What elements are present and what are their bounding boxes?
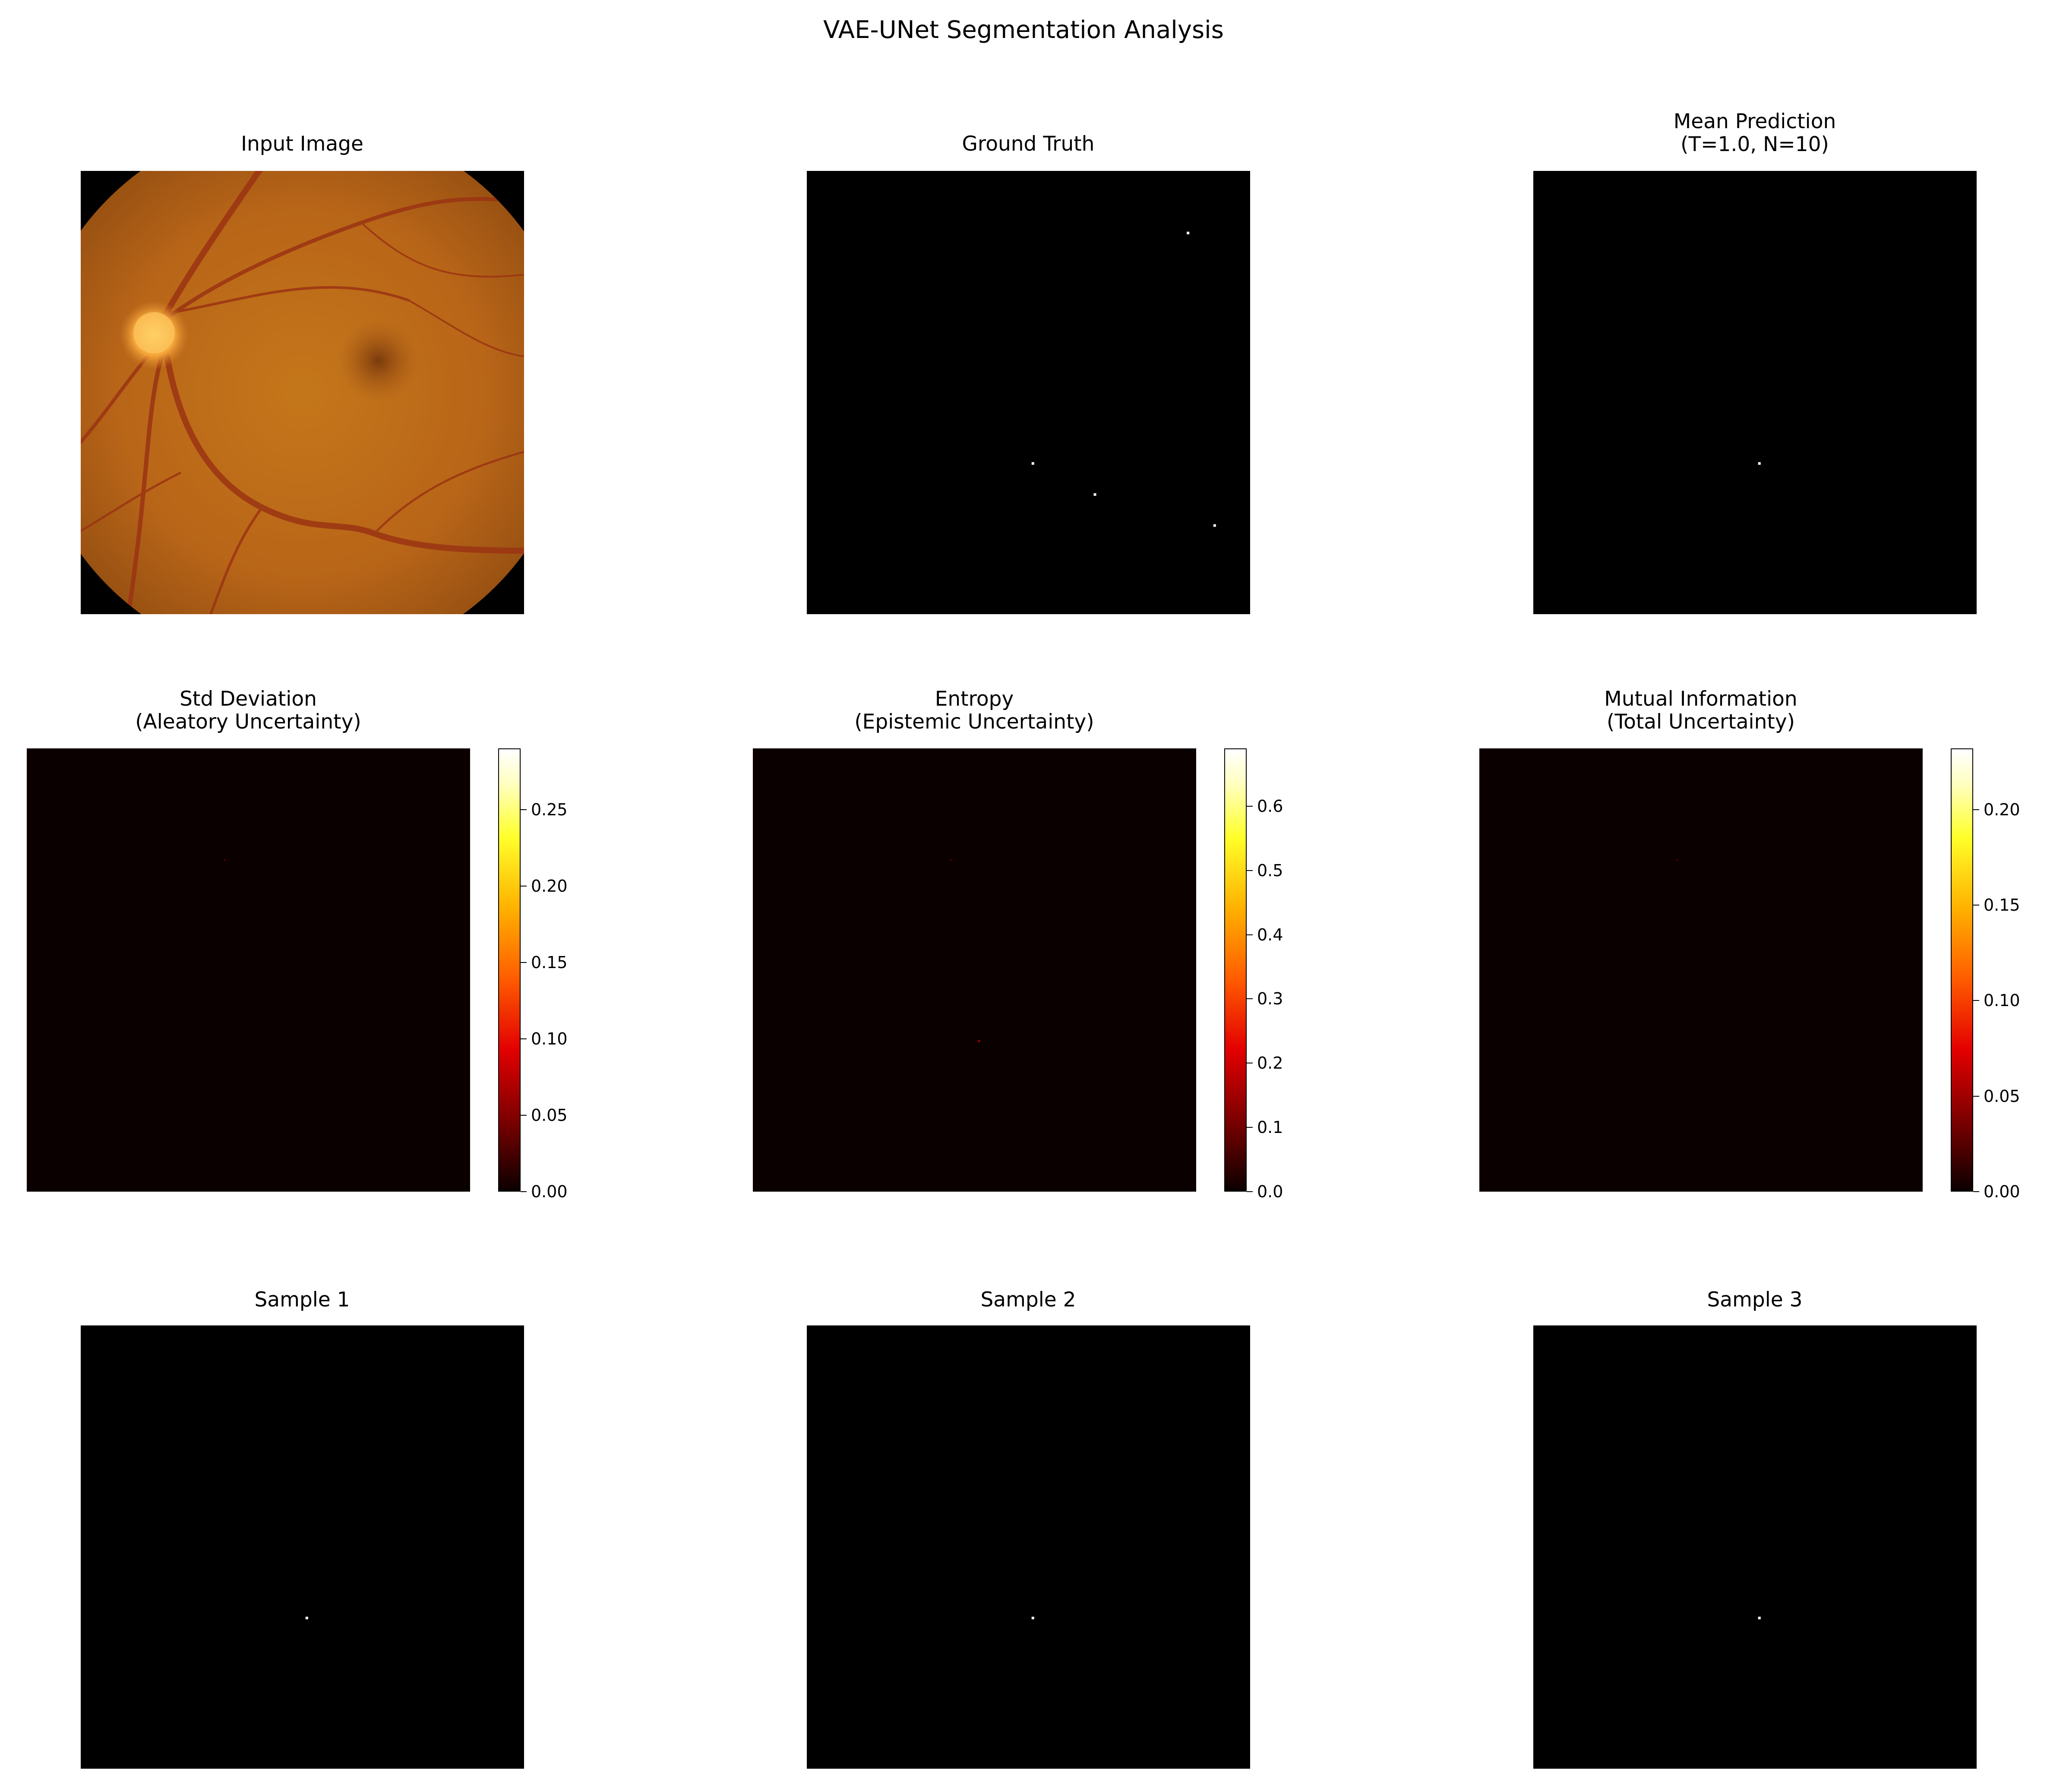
colorbar-tick-label: 0.10 (531, 1029, 568, 1048)
colorbar-tick-label: 0.2 (1257, 1054, 1283, 1073)
mean-prediction-title-line-2: (T=1.0, N=10) (1681, 132, 1829, 156)
colorbar-tick (1247, 1191, 1253, 1192)
panel-title-std-deviation: Std Deviation (Aleatory Uncertainty) (0, 688, 572, 733)
mutual-information-title-line-1: Mutual Information (1604, 687, 1797, 711)
colorbar-tick (1247, 805, 1253, 807)
sample-1-mask (305, 1616, 308, 1619)
colorbar-tick (1973, 1000, 1979, 1001)
fundus-image (81, 171, 524, 614)
mask-pixel (1093, 493, 1096, 496)
colorbar-tick-label: 0.00 (1984, 1182, 2020, 1201)
panel-title-mutual-information: Mutual Information (Total Uncertainty) (1377, 688, 2025, 733)
colorbar-tick (1973, 1191, 1979, 1192)
panel-title-sample-3: Sample 3 (1707, 1288, 1803, 1312)
colorbar-tick-label: 0.1 (1257, 1118, 1283, 1137)
colorbar-tick-label: 0.20 (1984, 800, 2020, 819)
colorbar-tick-label: 0.10 (1984, 991, 2020, 1010)
sample-1-panel (81, 1325, 524, 1769)
mutual-information-colorbar (1951, 748, 1973, 1192)
mask-pixel (1031, 1616, 1034, 1619)
colorbar-tick-label: 0.0 (1257, 1182, 1283, 1201)
colorbar-tick-label: 0.15 (1984, 895, 2020, 915)
entropy-hotspots (950, 859, 980, 1042)
panel-title-sample-1: Sample 1 (254, 1288, 350, 1312)
panel-title-ground-truth: Ground Truth (962, 132, 1095, 156)
panel-title-input-image: Input Image (241, 132, 363, 156)
colorbar-tick-label: 0.6 (1257, 796, 1283, 816)
std-hotspot (224, 859, 225, 861)
panel-title-sample-2: Sample 2 (980, 1288, 1076, 1312)
colorbar-tick-label: 0.25 (531, 800, 568, 819)
colorbar-tick (1247, 998, 1253, 1000)
colorbar-tick-label: 0.05 (1984, 1086, 2020, 1106)
colorbar-tick (1973, 809, 1979, 810)
colorbar-tick (521, 1114, 527, 1116)
ground-truth-mask (1031, 231, 1216, 527)
colorbar-tick-label: 0.3 (1257, 989, 1283, 1009)
sample-2-mask (1031, 1616, 1034, 1619)
colorbar-tick-label: 0.00 (531, 1182, 568, 1201)
colorbar-tick (1247, 934, 1253, 935)
sample-3-mask (1758, 1616, 1761, 1619)
mutual-information-hotspots (1676, 859, 1678, 861)
entropy-title-line-2: (Epistemic Uncertainty) (854, 710, 1094, 734)
colorbar-tick (1247, 870, 1253, 871)
mean-prediction-panel (1533, 171, 1977, 614)
entropy-colorbar (1224, 748, 1247, 1192)
mask-pixel (1758, 1616, 1761, 1619)
colorbar-tick-label: 0.05 (531, 1105, 568, 1125)
input-image-panel (81, 171, 524, 614)
mutual-information-title-line-2: (Total Uncertainty) (1607, 710, 1795, 734)
colorbar-tick-label: 0.5 (1257, 861, 1283, 880)
mask-pixel (1213, 524, 1216, 527)
sample-2-panel (807, 1325, 1250, 1769)
mean-prediction-title-line-1: Mean Prediction (1673, 110, 1836, 133)
panel-title-mean-prediction: Mean Prediction (T=1.0, N=10) (1431, 110, 2047, 156)
colorbar-tick-label: 0.4 (1257, 925, 1283, 944)
entropy-hotspot (950, 859, 951, 861)
mutual-information-heatmap (1479, 748, 1923, 1192)
colorbar-tick-label: 0.15 (531, 953, 568, 972)
mean-prediction-mask (1758, 462, 1761, 465)
figure-title: VAE-UNet Segmentation Analysis (823, 16, 1224, 44)
colorbar-tick (521, 885, 527, 887)
colorbar-tick (1247, 1127, 1253, 1128)
std-deviation-heatmap (27, 748, 470, 1192)
colorbar-tick (521, 1191, 527, 1192)
ground-truth-panel (807, 171, 1250, 614)
entropy-heatmap (753, 748, 1196, 1192)
colorbar-tick (521, 809, 527, 810)
std-deviation-hotspots (224, 859, 225, 861)
mi-hotspot (1676, 859, 1678, 861)
mask-pixel (1187, 231, 1190, 234)
mask-pixel (1758, 462, 1761, 465)
entropy-title-line-1: Entropy (935, 687, 1014, 711)
colorbar-tick (1973, 1095, 1979, 1097)
sample-3-panel (1533, 1325, 1977, 1769)
colorbar-tick (521, 1038, 527, 1039)
std-deviation-colorbar (498, 748, 521, 1192)
std-deviation-title-line-1: Std Deviation (180, 687, 317, 711)
colorbar-tick (521, 962, 527, 963)
mask-pixel (1031, 462, 1034, 465)
panel-title-entropy: Entropy (Epistemic Uncertainty) (651, 688, 1298, 733)
entropy-hotspot (978, 1040, 980, 1042)
std-deviation-title-line-2: (Aleatory Uncertainty) (135, 710, 361, 734)
mask-pixel (305, 1616, 308, 1619)
colorbar-tick-label: 0.20 (531, 876, 568, 896)
